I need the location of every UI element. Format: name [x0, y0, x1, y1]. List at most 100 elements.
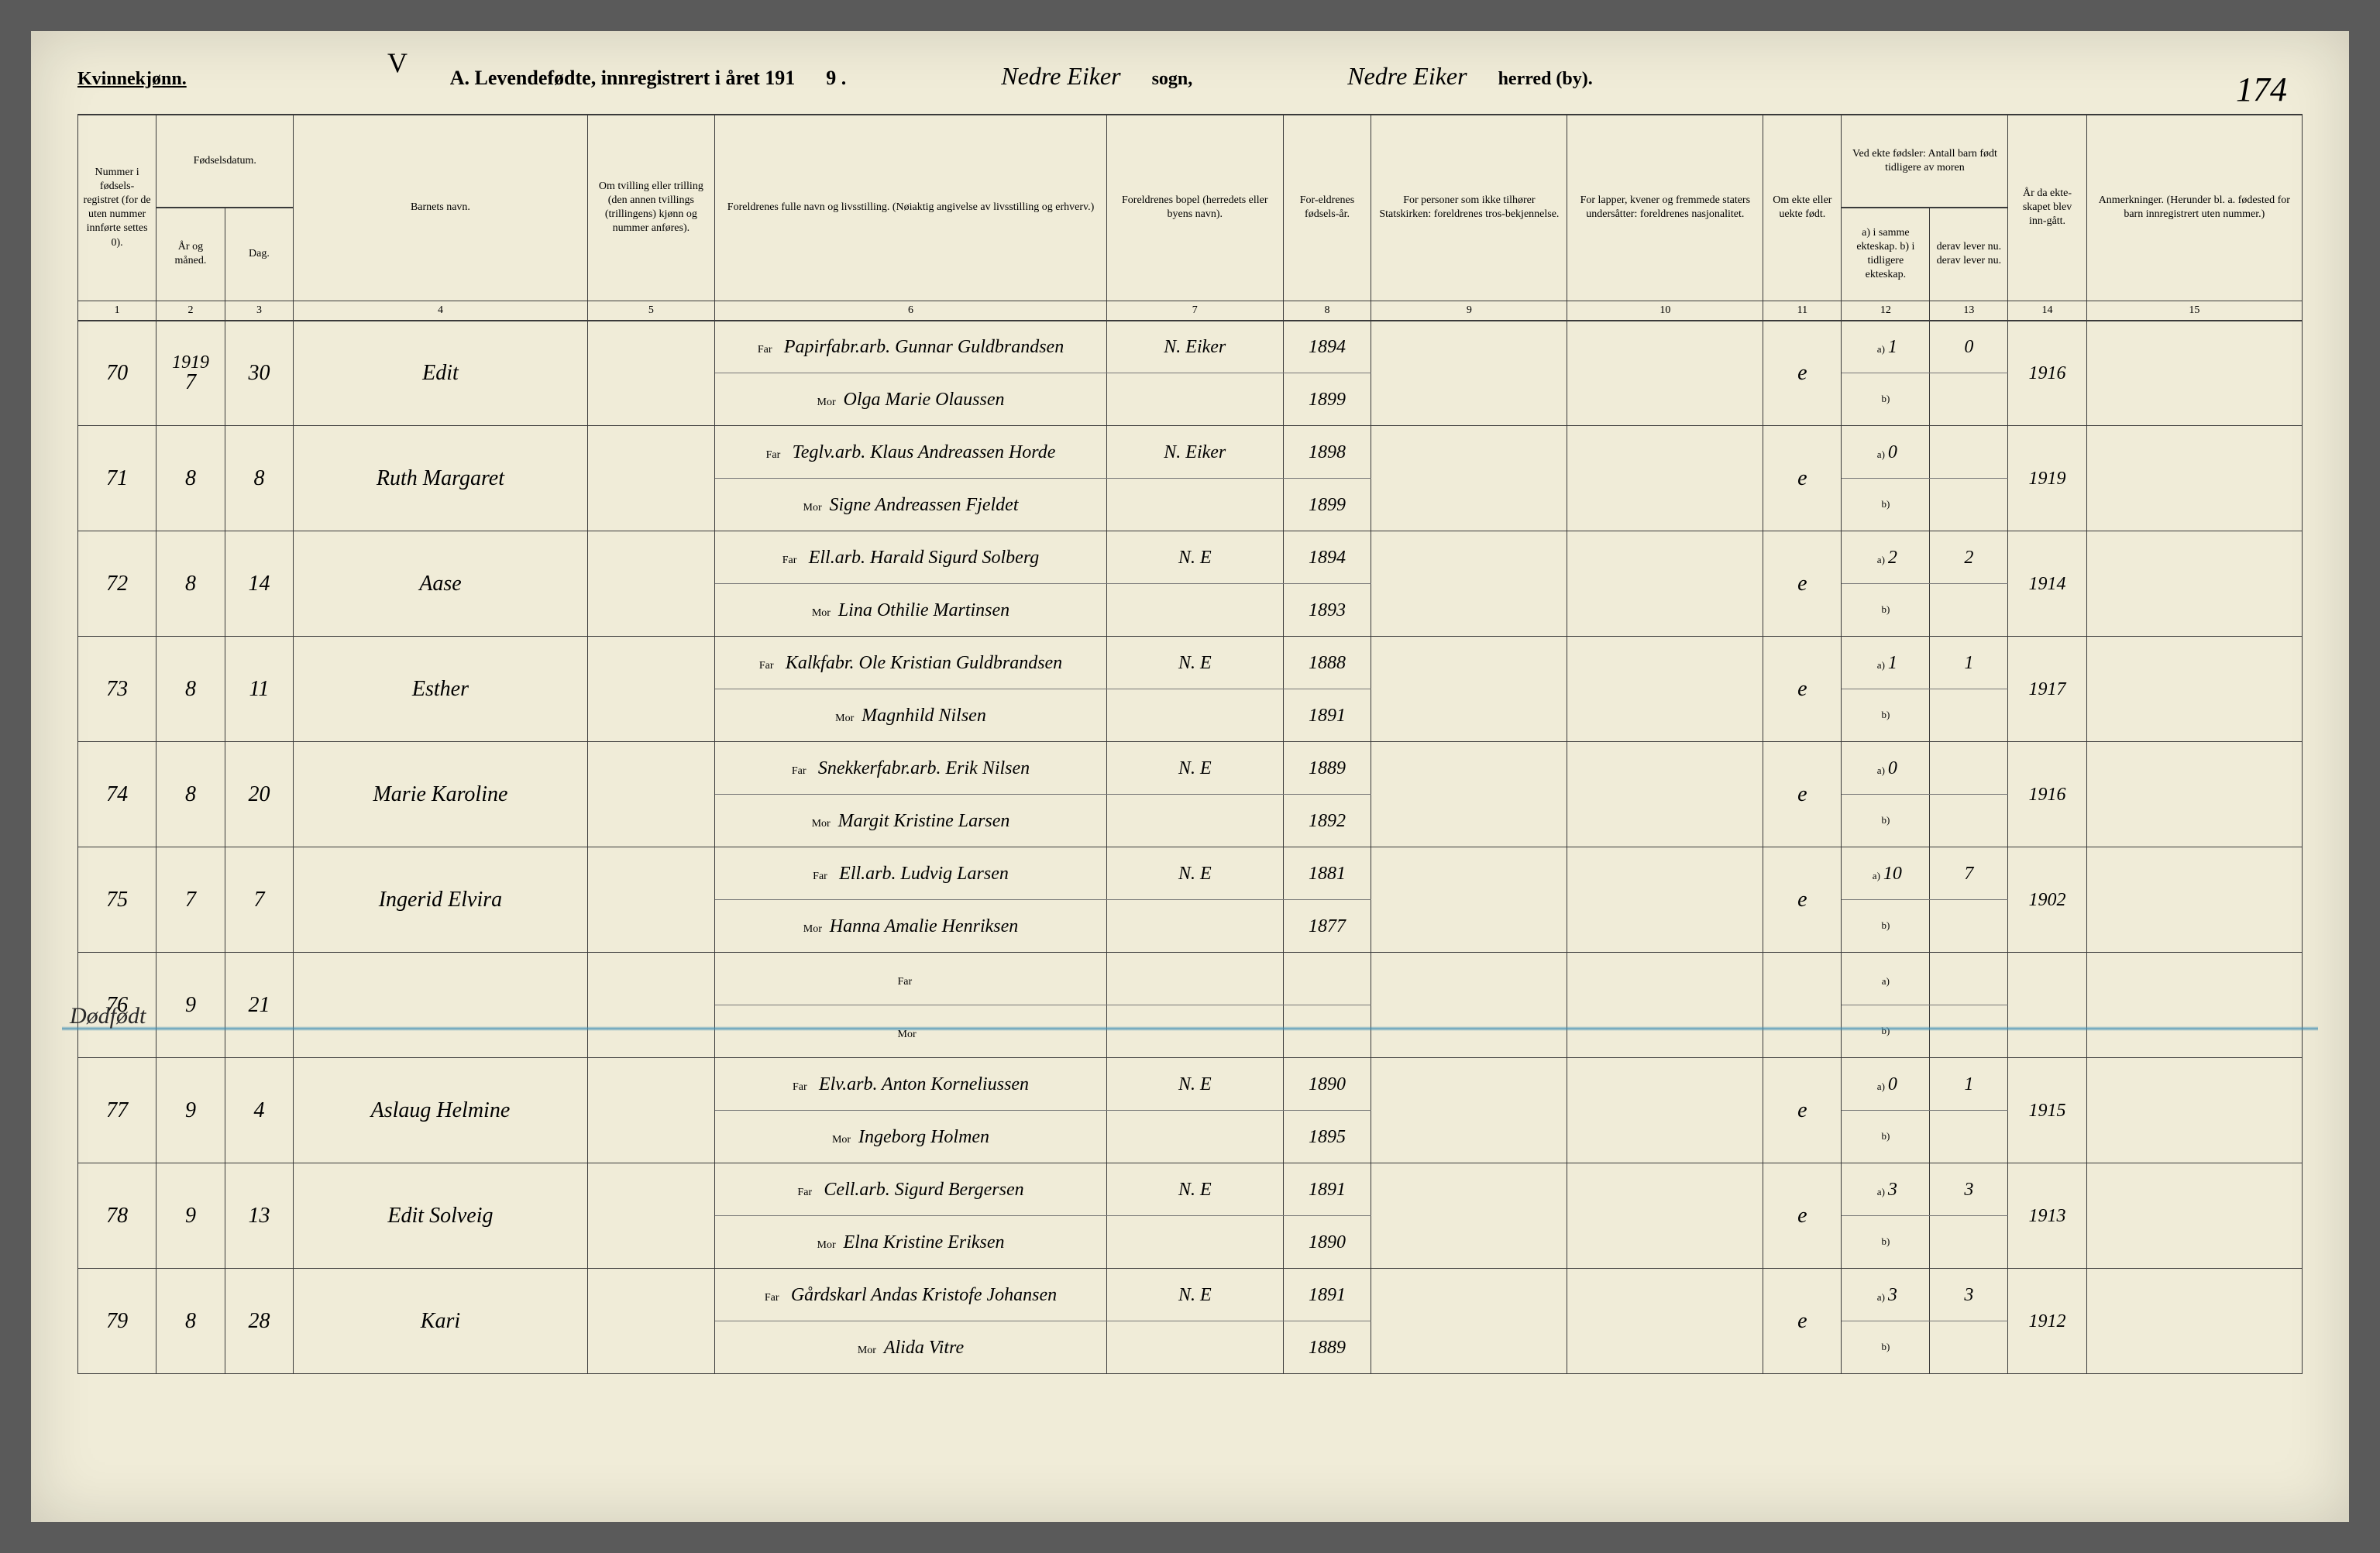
- table-header: Nummer i fødsels-registret (for de uten …: [78, 115, 2303, 321]
- marriage-year: 1916: [2008, 321, 2086, 426]
- col-header-1: Nummer i fødsels-registret (for de uten …: [78, 115, 156, 301]
- twin-info: [587, 847, 714, 953]
- legitimate: e: [1763, 847, 1842, 953]
- legitimate: e: [1763, 1163, 1842, 1269]
- prior-children-b: b): [1842, 584, 1930, 637]
- title-prefix: A. Levendefødte, innregistrert i året 19…: [450, 67, 796, 90]
- mother-cell: MorMargit Kristine Larsen: [715, 795, 1107, 847]
- father-birth-year: 1891: [1283, 1163, 1371, 1216]
- entry-number: 77: [78, 1058, 156, 1163]
- prior-living-b: [1930, 1005, 2008, 1058]
- mother-birth-year: 1877: [1283, 900, 1371, 953]
- prior-living-b: [1930, 373, 2008, 426]
- legitimate: e: [1763, 321, 1842, 426]
- prior-living-b: [1930, 689, 2008, 742]
- child-name: Esther: [294, 637, 587, 742]
- child-name: Aslaug Helmine: [294, 1058, 587, 1163]
- mother-cell: MorSigne Andreassen Fjeldet: [715, 479, 1107, 531]
- child-name: Marie Karoline: [294, 742, 587, 847]
- remarks: [2086, 426, 2302, 531]
- residence-mother: [1106, 373, 1283, 426]
- col-header-12: a) i samme ekteskap. b) i tidligere ekte…: [1842, 208, 1930, 301]
- col-header-10: For lapper, kvener og fremmede staters u…: [1567, 115, 1763, 301]
- prior-children-a: a)1: [1842, 321, 1930, 373]
- remarks: [2086, 1269, 2302, 1374]
- religion: [1371, 742, 1567, 847]
- father-birth-year: 1891: [1283, 1269, 1371, 1321]
- father-cell: Far: [715, 953, 1107, 1005]
- father-cell: FarGårdskarl Andas Kristofe Johansen: [715, 1269, 1107, 1321]
- religion: [1371, 426, 1567, 531]
- col-header-4: Barnets navn.: [294, 115, 587, 301]
- marriage-year: 1916: [2008, 742, 2086, 847]
- mother-cell: MorHanna Amalie Henriksen: [715, 900, 1107, 953]
- nationality: [1567, 637, 1763, 742]
- child-name: Edit Solveig: [294, 1163, 587, 1269]
- child-name: Aase: [294, 531, 587, 637]
- prior-children-b: b): [1842, 1216, 1930, 1269]
- prior-children-b: b): [1842, 1321, 1930, 1374]
- prior-living-a: 0: [1930, 321, 2008, 373]
- child-name: [294, 953, 587, 1058]
- twin-info: [587, 953, 714, 1058]
- prior-living-b: [1930, 795, 2008, 847]
- prior-living-b: [1930, 900, 2008, 953]
- mother-birth-year: 1890: [1283, 1216, 1371, 1269]
- mother-birth-year: [1283, 1005, 1371, 1058]
- child-name: Ingerid Elvira: [294, 847, 587, 953]
- twin-info: [587, 1058, 714, 1163]
- table-row: 78 9 13 Edit Solveig FarCell.arb. Sigurd…: [78, 1163, 2303, 1216]
- entry-day: 13: [225, 1163, 294, 1269]
- stillborn-label: Dødfødt: [70, 1003, 146, 1029]
- father-cell: FarCell.arb. Sigurd Bergersen: [715, 1163, 1107, 1216]
- nationality: [1567, 1163, 1763, 1269]
- col-header-2: År og måned.: [156, 208, 225, 301]
- entry-month: 8: [156, 531, 225, 637]
- entry-number: 78: [78, 1163, 156, 1269]
- prior-living-b: [1930, 1111, 2008, 1163]
- table-body: 70 19197 30 Edit FarPapirfabr.arb. Gunna…: [78, 321, 2303, 1374]
- entry-month: 8: [156, 742, 225, 847]
- residence: N. E: [1106, 742, 1283, 795]
- col-header-13: derav lever nu. derav lever nu.: [1930, 208, 2008, 301]
- page-header: Kvinnekjønn. A. Levendefødte, innregistr…: [77, 62, 2303, 91]
- entry-number: 70: [78, 321, 156, 426]
- prior-children-a: a)10: [1842, 847, 1930, 900]
- table-row: 72 8 14 Aase FarEll.arb. Harald Sigurd S…: [78, 531, 2303, 584]
- residence: N. E: [1106, 637, 1283, 689]
- column-number-row: 1 2 3 4 5 6 7 8 9 10 11 12 13 14 15: [78, 301, 2303, 321]
- religion: [1371, 847, 1567, 953]
- residence: [1106, 953, 1283, 1005]
- sogn-label: sogn,: [1152, 69, 1193, 90]
- remarks: [2086, 1163, 2302, 1269]
- col-header-6: Foreldrenes fulle navn og livsstilling. …: [715, 115, 1107, 301]
- prior-living-b: [1930, 1321, 2008, 1374]
- twin-info: [587, 531, 714, 637]
- prior-children-b: b): [1842, 795, 1930, 847]
- table-row: 73 8 11 Esther FarKalkfabr. Ole Kristian…: [78, 637, 2303, 689]
- nationality: [1567, 321, 1763, 426]
- religion: [1371, 1058, 1567, 1163]
- entry-day: 11: [225, 637, 294, 742]
- table-row: 71 8 8 Ruth Margaret FarTeglv.arb. Klaus…: [78, 426, 2303, 479]
- nationality: [1567, 847, 1763, 953]
- colnum: 8: [1283, 301, 1371, 321]
- col-header-8: For-eldrenes fødsels-år.: [1283, 115, 1371, 301]
- prior-living-a: [1930, 742, 2008, 795]
- colnum: 6: [715, 301, 1107, 321]
- colnum: 3: [225, 301, 294, 321]
- col-header-14: År da ekte-skapet blev inn-gått.: [2008, 115, 2086, 301]
- residence: N. E: [1106, 1058, 1283, 1111]
- mother-birth-year: 1892: [1283, 795, 1371, 847]
- prior-living-b: [1930, 479, 2008, 531]
- entry-number: 79: [78, 1269, 156, 1374]
- table-row: 74 8 20 Marie Karoline FarSnekkerfabr.ar…: [78, 742, 2303, 795]
- entry-day: 30: [225, 321, 294, 426]
- father-cell: FarSnekkerfabr.arb. Erik Nilsen: [715, 742, 1107, 795]
- herred-label: herred (by).: [1498, 69, 1593, 90]
- twin-info: [587, 637, 714, 742]
- prior-children-b: b): [1842, 479, 1930, 531]
- marriage-year: 1902: [2008, 847, 2086, 953]
- entry-number: 73: [78, 637, 156, 742]
- check-mark: V: [387, 46, 408, 79]
